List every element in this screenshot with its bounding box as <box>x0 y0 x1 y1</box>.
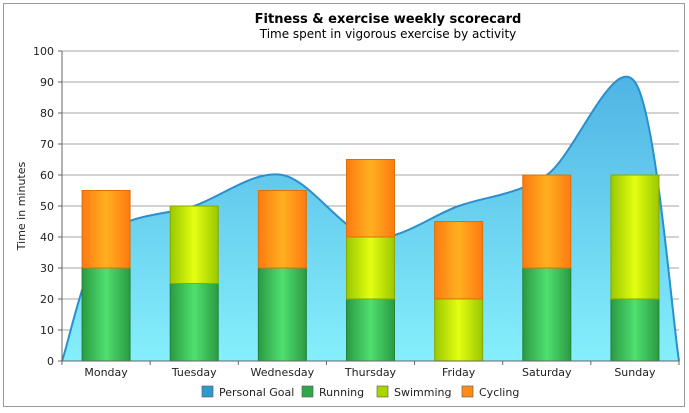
legend-label: Personal Goal <box>219 386 294 399</box>
y-tick-label: 80 <box>40 107 54 120</box>
x-tick-label: Thursday <box>344 366 397 379</box>
bar-swimming-friday[interactable] <box>434 298 484 362</box>
chart-title: Fitness & exercise weekly scorecard <box>255 12 522 27</box>
legend-label: Running <box>319 386 364 399</box>
bar-cycling-thursday[interactable] <box>346 159 395 238</box>
bar-swimming-sunday[interactable] <box>610 174 660 300</box>
legend-swatch-cycling <box>461 385 474 398</box>
legend-label: Swimming <box>394 386 451 399</box>
bar-running-sunday[interactable] <box>610 298 660 362</box>
bar-running-wednesday[interactable] <box>257 267 307 362</box>
x-tick-labels: Monday Tuesday Wednesday Thursday Friday Satu… <box>84 366 656 379</box>
stacked-bars <box>81 159 660 362</box>
y-tick-label: 50 <box>40 200 54 213</box>
x-tick-label: Sunday <box>614 366 656 379</box>
legend-label: Cycling <box>479 386 519 399</box>
legend-swatch-swimming <box>376 385 389 398</box>
y-tick-label: 90 <box>40 76 54 89</box>
y-tick-label: 0 <box>47 355 54 368</box>
bar-running-thursday[interactable] <box>346 298 395 362</box>
legend: Personal Goal Running Swimming Cycling <box>201 385 519 399</box>
x-tick-label: Tuesday <box>171 366 217 379</box>
bar-cycling-saturday[interactable] <box>522 174 572 269</box>
x-tick-label: Wednesday <box>251 366 315 379</box>
chart-subtitle: Time spent in vigorous exercise by activ… <box>259 27 517 41</box>
y-tick-label: 20 <box>40 293 54 306</box>
bar-running-tuesday[interactable] <box>169 283 219 362</box>
axes <box>61 51 680 365</box>
y-axis-label: Time in minutes <box>15 161 28 251</box>
x-tick-label: Friday <box>442 366 476 379</box>
y-tick-label: 100 <box>33 45 54 58</box>
y-tick-label: 40 <box>40 231 54 244</box>
y-tick-label: 30 <box>40 262 54 275</box>
legend-swatch-personal-goal <box>201 385 214 398</box>
y-tick-label: 10 <box>40 324 54 337</box>
x-tick-label: Saturday <box>522 366 572 379</box>
bar-running-saturday[interactable] <box>522 267 572 362</box>
bar-cycling-monday[interactable] <box>81 190 131 269</box>
bar-cycling-wednesday[interactable] <box>257 190 307 269</box>
legend-swatch-running <box>301 385 314 398</box>
bar-cycling-friday[interactable] <box>434 221 484 300</box>
x-tick-label: Monday <box>84 366 128 379</box>
bar-swimming-tuesday[interactable] <box>169 205 219 284</box>
bar-running-monday[interactable] <box>81 267 131 362</box>
y-tick-label: 60 <box>40 169 54 182</box>
y-tick-labels: 0 10 20 30 40 50 60 70 80 90 100 <box>33 45 54 368</box>
y-tick-label: 70 <box>40 138 54 151</box>
bar-swimming-thursday[interactable] <box>346 236 395 300</box>
